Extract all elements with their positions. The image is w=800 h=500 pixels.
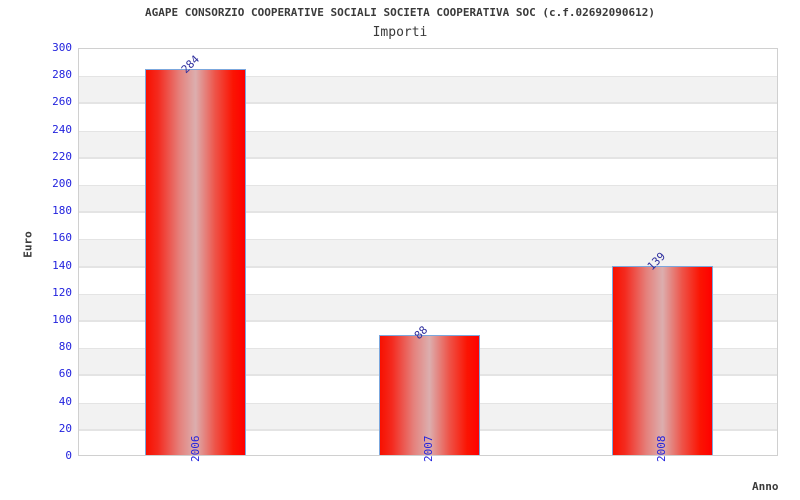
y-axis-tick-label: 240 [52,122,72,136]
y-axis-tick-label: 100 [52,313,72,326]
gridline [79,321,777,322]
bar[interactable] [611,265,713,455]
y-axis-tick-label: 280 [52,68,72,82]
y-axis-tick-label: 220 [52,149,72,163]
y-axis-tick-label: 120 [52,285,72,299]
gridline [79,103,777,105]
bar[interactable] [378,335,480,455]
y-axis-tick-label: 140 [52,258,72,272]
y-axis-tick-label: 260 [52,95,72,109]
y-axis-tick-label: 180 [52,204,72,218]
gridline [79,157,777,159]
x-axis-tick-label: 2006 [188,435,202,463]
y-axis-tick-label: 0 [65,449,72,462]
gridline [79,212,777,214]
chart-subtitle: Importi [372,25,428,40]
y-axis-tick-label: 40 [58,394,72,408]
plot-area: 284 88 139 [78,48,778,456]
y-axis-tick-label: 80 [58,340,72,354]
x-axis-tick-label: 2008 [655,435,669,463]
y-axis-tick-label: 200 [52,177,72,190]
bar[interactable] [145,68,247,455]
y-axis-tick-label: 300 [52,41,72,54]
x-axis-title: Anno [752,480,779,493]
chart-title: AGAPE CONSORZIO COOPERATIVE SOCIALI SOCI… [145,6,655,19]
y-axis-tick-label: 20 [58,421,72,435]
gridline [79,266,777,268]
y-axis-tick-label: 160 [52,231,72,245]
y-axis-tick-label: 60 [58,367,72,381]
x-axis-tick-label: 2007 [422,435,435,463]
